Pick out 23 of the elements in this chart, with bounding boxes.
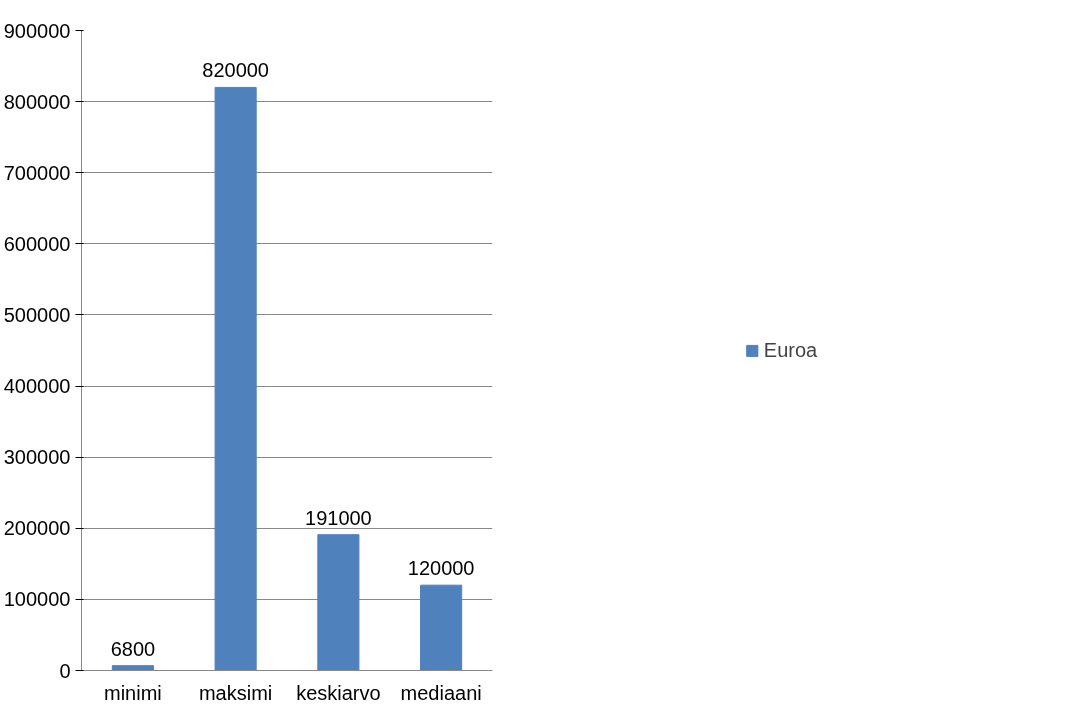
x-tick-label: keskiarvo [296,681,381,704]
y-tick-label: 900000 [3,19,71,42]
bar [214,86,257,671]
data-label: 191000 [305,506,372,529]
y-tick-label: 0 [59,659,71,682]
y-tick-label: 200000 [3,517,71,540]
bar [420,584,463,671]
y-tick-label: 100000 [3,588,71,611]
y-tick-label: 700000 [3,161,71,184]
y-tick-label: 800000 [3,90,71,113]
data-label: 6800 [110,637,156,660]
y-tick-label: 300000 [3,446,71,469]
data-label: 120000 [407,557,475,580]
legend-label: Euroa [763,338,818,362]
bar [111,665,154,671]
y-tick-label: 500000 [3,303,71,326]
x-tick-label: maksimi [198,681,273,704]
x-tick-label: mediaani [400,681,482,704]
y-tick-label: 400000 [3,375,71,398]
bar [317,534,360,671]
data-label: 820000 [202,59,270,82]
x-tick-label: minimi [103,681,162,704]
y-tick-label: 600000 [3,232,71,255]
